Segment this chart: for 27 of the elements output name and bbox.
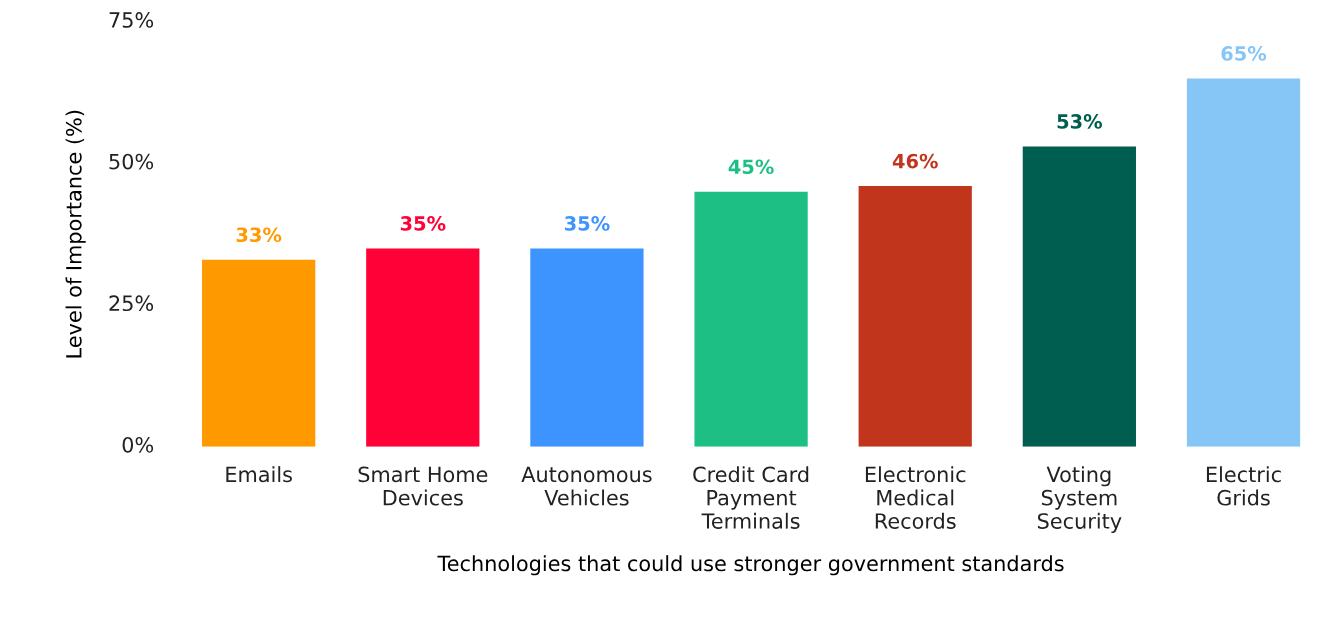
y-tick-label: 25%: [109, 295, 154, 312]
y-tick-label: 0%: [122, 436, 154, 453]
data-label: 45%: [728, 159, 774, 175]
bar: [530, 248, 644, 447]
y-tick-label: 50%: [109, 153, 154, 170]
bar: [1186, 78, 1301, 447]
x-tick-label: Electronic Medical Records: [865, 466, 966, 529]
bar: [1022, 146, 1136, 447]
x-tick-label: Voting System Security: [1037, 466, 1122, 533]
x-tick-label: Credit Card Payment Terminals: [693, 466, 809, 529]
data-label: 46%: [892, 153, 938, 169]
bar: [694, 191, 808, 447]
data-label: 35%: [400, 216, 446, 231]
x-tick-label: Autonomous Vehicles: [521, 466, 652, 506]
bar: [858, 186, 972, 447]
data-label: 35%: [564, 216, 610, 231]
x-axis-title: Technologies that could use stronger government standards: [437, 555, 1064, 576]
y-tick-label: 75%: [109, 12, 154, 28]
data-label: 65%: [1221, 46, 1267, 61]
x-tick-label: Electric Grids: [1206, 466, 1281, 506]
x-tick-label: Emails: [226, 466, 292, 483]
x-tick-label: Smart Home Devices: [358, 466, 488, 506]
bar: [202, 259, 316, 447]
data-label: 53%: [1057, 114, 1103, 129]
data-label: 33%: [236, 227, 282, 243]
y-axis-title: Level of Importance (%): [65, 110, 86, 358]
bar: [366, 248, 480, 447]
